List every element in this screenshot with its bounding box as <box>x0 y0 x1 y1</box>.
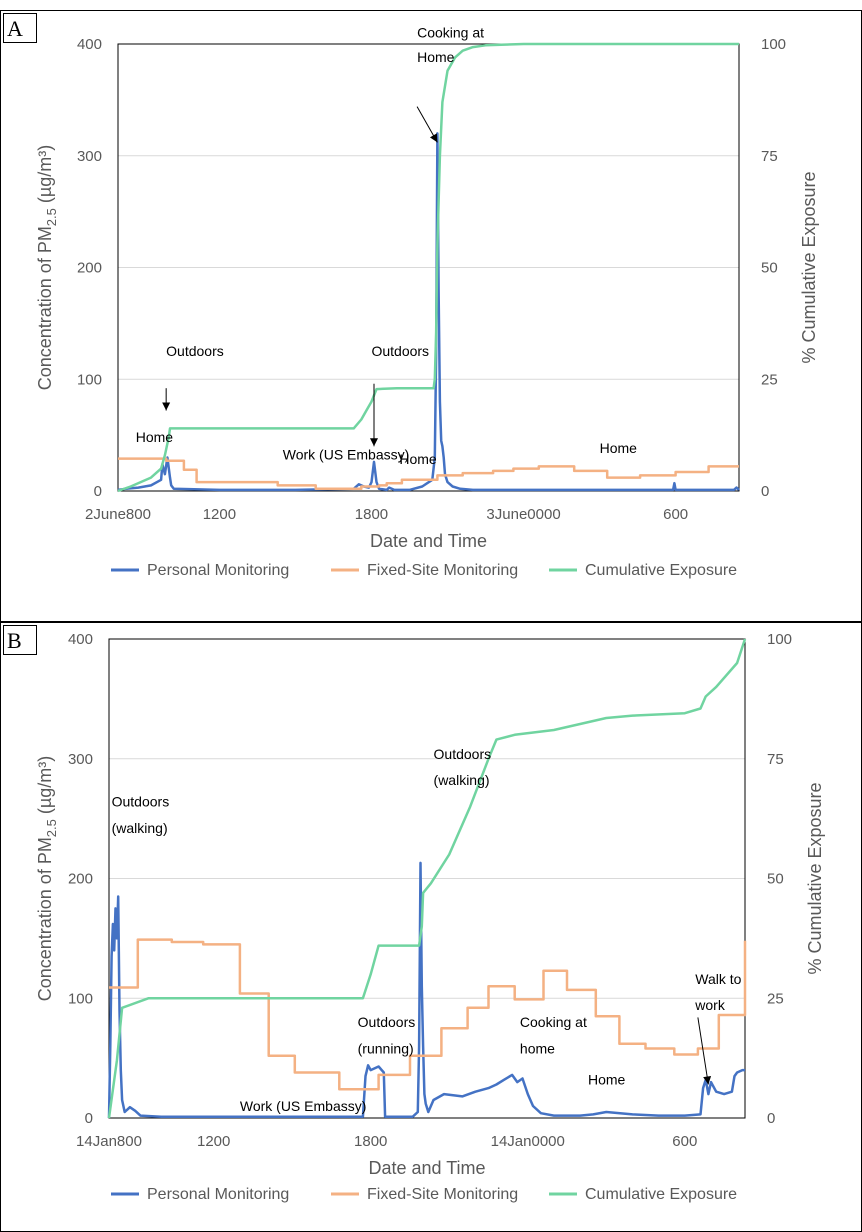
panel-a-x-tick-label: 2June800 <box>85 506 151 523</box>
panel-a-x-tick-label: 3June0000 <box>486 506 560 523</box>
panel-b-annotation: Cooking at <box>520 1014 587 1030</box>
panel-a-y2-tick-label: 0 <box>761 483 769 500</box>
panel-b-x-axis-label: Date and Time <box>368 1158 485 1178</box>
chart-panel-b: 0 100 200 300 400 0 25 50 75 100 14Jan800 1200 1800 1… <box>0 622 862 1232</box>
panel-b-series-line-cumulative-exposure <box>107 638 747 1119</box>
panel-a-y2-tick-label: 100 <box>761 36 786 53</box>
panel-a-legend-label: Personal Monitoring <box>147 562 289 579</box>
panel-b-x-tick-label: 1200 <box>197 1133 230 1150</box>
panel-a-y-tick-label: 200 <box>77 260 102 277</box>
panel-b-y-tick-label: 300 <box>68 751 93 768</box>
panel-b-legend-label: Cumulative Exposure <box>585 1186 737 1203</box>
panel-a-arrow-head <box>429 133 438 143</box>
panel-b-annotation: (walking) <box>434 772 490 788</box>
panel-a-legend-label: Cumulative Exposure <box>585 562 737 579</box>
panel-a-y2-tick-label: 50 <box>761 260 778 277</box>
panel-b-series-line-fixed-site-monitoring <box>109 938 747 1091</box>
panel-a-annotation: Work (US Embassy) <box>283 447 410 463</box>
panel-b-y-tick-label: 400 <box>68 631 93 648</box>
panel-b-legend-label: Personal Monitoring <box>147 1186 289 1203</box>
panel-b-plot-frame <box>108 638 746 1119</box>
panel-b-annotation: Work (US Embassy) <box>240 1098 367 1114</box>
panel-label-b: B <box>3 625 37 655</box>
panel-b-annotation-arrow <box>697 1017 709 1085</box>
panel-a-series-line-fixed-site-monitoring <box>118 457 739 491</box>
panel-a-x-tick-label: 1200 <box>203 506 236 523</box>
panel-b-annotation: Home <box>588 1071 626 1087</box>
panel-a-x-tick-label: 1800 <box>355 506 388 523</box>
panel-b-annotation: work <box>694 997 726 1013</box>
panel-b-annotation: Walk to <box>695 971 741 987</box>
panel-a-series-line-cumulative-exposure <box>117 42 739 493</box>
panel-a-annotation: Home <box>399 451 437 467</box>
panel-b-y2-tick-label: 25 <box>767 990 784 1007</box>
panel-a-y-tick-label: 0 <box>94 483 102 500</box>
panel-b-x-tick-label: 14Jan0000 <box>491 1133 565 1150</box>
panel-b-y-tick-label: 100 <box>68 990 93 1007</box>
chart-b-svg: 0 100 200 300 400 0 25 50 75 100 14Jan800 1200 1800 1… <box>35 631 825 1203</box>
panel-a-y2-tick-label: 25 <box>761 371 778 388</box>
panel-b-x-tick-label: 1800 <box>354 1133 387 1150</box>
panel-b-arrow-head <box>703 1075 712 1085</box>
panel-a-annotation: Cooking at <box>417 24 484 40</box>
panel-a-y-axis-label: Concentration of PM2.5 (µg/m³) <box>35 145 59 391</box>
panel-label-a: A <box>3 13 37 43</box>
panel-b-legend-label: Fixed-Site Monitoring <box>367 1186 518 1203</box>
panel-b-y2-tick-label: 0 <box>767 1110 775 1127</box>
panel-a-y2-tick-label: 75 <box>761 148 778 165</box>
panel-a-y-tick-label: 100 <box>77 371 102 388</box>
panel-a-y-tick-label: 300 <box>77 148 102 165</box>
panel-b-x-tick-label: 14Jan800 <box>76 1133 142 1150</box>
panel-b-y-axis-label: Concentration of PM2.5 (µg/m³) <box>35 756 59 1002</box>
chart-panel-a: 0 100 200 300 400 0 25 50 75 100 2June800 1200 1800 3… <box>0 10 862 622</box>
panel-a-legend-label: Fixed-Site Monitoring <box>367 562 518 579</box>
panel-b-annotation: Outdoors <box>112 794 170 810</box>
panel-b-y-tick-label: 200 <box>68 871 93 888</box>
panel-a-y2-axis-label: % Cumulative Exposure <box>799 171 819 363</box>
panel-a-arrow-head <box>370 438 379 447</box>
panel-b-y2-tick-label: 75 <box>767 751 784 768</box>
panel-b-annotation: (walking) <box>112 820 168 836</box>
panel-b-y2-axis-label: % Cumulative Exposure <box>805 782 825 974</box>
panel-b-annotation: home <box>520 1040 555 1056</box>
panel-a-x-tick-label: 600 <box>663 506 688 523</box>
panel-a-annotation: Outdoors <box>371 343 429 359</box>
panel-b-y-tick-label: 0 <box>85 1110 93 1127</box>
panel-a-annotation: Home <box>136 429 174 445</box>
panel-a-series-line-personal-monitoring <box>117 132 740 492</box>
panel-b-y2-tick-label: 50 <box>767 871 784 888</box>
panel-b-annotation: Outdoors <box>434 746 492 762</box>
panel-a-annotation: Home <box>417 49 455 65</box>
panel-b-x-tick-label: 600 <box>672 1133 697 1150</box>
panel-a-plot-frame <box>117 43 740 492</box>
panel-b-series-line-personal-monitoring <box>107 861 745 1119</box>
panel-b-y2-tick-label: 100 <box>767 631 792 648</box>
panel-a-x-axis-label: Date and Time <box>370 531 487 551</box>
panel-a-annotation: Outdoors <box>166 343 224 359</box>
panel-b-annotation: Outdoors <box>358 1014 416 1030</box>
panel-a-arrow-head <box>162 402 171 411</box>
panel-b-annotation: (running) <box>358 1040 414 1056</box>
panel-a-annotation: Home <box>600 440 638 456</box>
panel-a-y-tick-label: 400 <box>77 36 102 53</box>
chart-a-svg: 0 100 200 300 400 0 25 50 75 100 2June800 1200 1800 3… <box>35 24 819 579</box>
